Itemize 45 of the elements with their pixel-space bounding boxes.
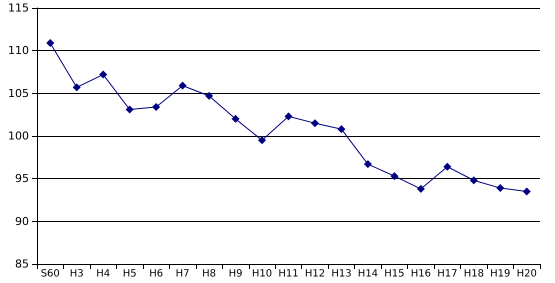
point	[284, 112, 292, 120]
point	[126, 106, 134, 114]
x-tick-label: H13	[331, 268, 352, 280]
point	[496, 184, 504, 192]
point	[416, 184, 425, 193]
y-tick-label: 90	[15, 214, 29, 228]
x-tick-label: H6	[149, 268, 164, 280]
point	[232, 114, 240, 123]
y-tick-label: 95	[15, 172, 29, 186]
point	[99, 70, 108, 79]
x-tick-label: H3	[70, 268, 84, 280]
x-tick-label: H4	[96, 268, 110, 280]
point	[152, 102, 160, 111]
point	[443, 162, 452, 171]
point	[470, 176, 478, 184]
x-tick-label: H14	[358, 268, 378, 280]
y-tick-label: 110	[8, 44, 29, 58]
point	[310, 119, 319, 128]
x-tick-label: H19	[490, 268, 510, 280]
x-tick-label: H15	[384, 268, 405, 280]
y-tick-label: 85	[15, 258, 29, 270]
x-tick-label: H9	[228, 268, 242, 280]
x-tick-label: H16	[410, 268, 431, 280]
x-tick-label: H5	[122, 268, 137, 280]
y-tick-label: 115	[8, 2, 29, 14]
point	[72, 83, 81, 92]
point	[364, 160, 372, 168]
point	[390, 172, 398, 180]
x-tick-label: H18	[464, 268, 484, 280]
point	[205, 92, 214, 100]
point	[46, 38, 54, 47]
x-tick-label: H7	[176, 268, 190, 280]
x-tick-label: H10	[252, 268, 272, 280]
x-tick-label: H17	[437, 268, 458, 280]
point	[337, 125, 346, 134]
x-tick-label: S60	[40, 268, 60, 280]
point	[522, 187, 531, 196]
point	[178, 82, 187, 90]
y-tick-label: 100	[8, 130, 29, 142]
x-tick-label: H11	[278, 268, 299, 280]
x-tick-label: H12	[304, 268, 326, 280]
point	[258, 136, 266, 144]
y-tick-label: 105	[8, 86, 29, 100]
x-tick-label: H8	[202, 268, 216, 280]
x-tick-label: H20	[516, 268, 537, 280]
